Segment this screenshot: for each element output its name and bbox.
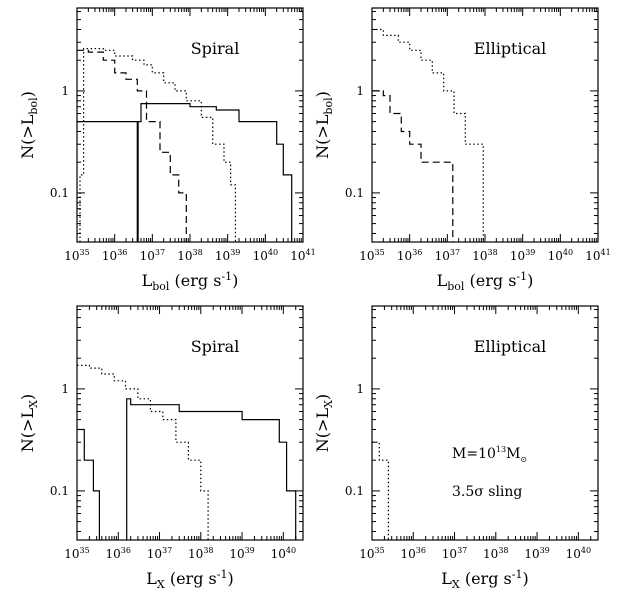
y-tick-label: 0.1 — [345, 186, 364, 200]
mass-annotation: M=1013M⊙ — [452, 445, 527, 464]
panel-label: Spiral — [191, 39, 240, 58]
x-tick-label: 1038 — [188, 546, 213, 561]
panel-label: Elliptical — [474, 337, 546, 356]
x-tick-label: 1035 — [64, 546, 89, 561]
x-axis-label: LX (erg s-1) — [146, 568, 233, 591]
x-tick-label: 1037 — [435, 248, 460, 263]
series-solid-line — [77, 121, 139, 242]
y-tick-label: 0.1 — [345, 484, 364, 498]
series-solid-line — [77, 428, 100, 540]
x-axis-label: LX (erg s-1) — [441, 568, 528, 591]
x-tick-label: 1040 — [253, 248, 278, 263]
series-dashed-line — [77, 49, 187, 242]
x-axis-label: Lbol (erg s-1) — [437, 270, 534, 293]
y-tick-label: 1 — [61, 382, 69, 396]
y-tick-label: 1 — [61, 84, 69, 98]
x-tick-label: 1036 — [401, 546, 426, 561]
x-tick-label: 1037 — [140, 248, 165, 263]
x-tick-label: 1041 — [585, 248, 610, 263]
x-tick-label: 1039 — [229, 546, 254, 561]
x-tick-label: 1036 — [106, 546, 131, 561]
y-axis-label: N(>Lbol) — [313, 91, 335, 159]
series-solid-line — [136, 103, 293, 242]
x-tick-label: 1035 — [359, 248, 384, 263]
x-tick-label: 1036 — [102, 248, 127, 263]
y-axis-label: N(>Lbol) — [18, 91, 40, 159]
series-dotted-line — [77, 364, 209, 540]
x-tick-label: 1038 — [472, 248, 497, 263]
series-dotted-line — [79, 48, 236, 242]
x-tick-label: 1037 — [442, 546, 467, 561]
panel-bottom-left: 1035 1036 1037 1038 1039 1040 0.1 1 LX (erg s-1)… — [18, 305, 304, 591]
x-tick-label: 1038 — [483, 546, 508, 561]
panel-top-left: 1035 1036 1037 1038 1039 1040 1041 0.1 1 Lbol (er… — [18, 7, 316, 293]
x-tick-label: 1041 — [290, 248, 315, 263]
y-axis-label: N(>LX) — [18, 394, 40, 452]
x-axis-label: Lbol (erg s-1) — [142, 270, 239, 293]
x-tick-label: 1038 — [177, 248, 202, 263]
panel-top-right: 1035 1036 1037 1038 1039 1040 1041 0.1 1 Lbol (er… — [313, 7, 611, 293]
x-tick-label: 1039 — [215, 248, 240, 263]
sling-annotation: 3.5σ sling — [452, 484, 522, 500]
panel-bottom-right: 1035 1036 1037 1038 1039 1040 0.1 1 LX (erg s-1)… — [313, 305, 599, 591]
x-tick-label: 1036 — [397, 248, 422, 263]
x-tick-label: 1039 — [510, 248, 535, 263]
y-tick-label: 1 — [356, 84, 364, 98]
series-dotted-line — [372, 28, 484, 242]
series-solid-line — [126, 398, 297, 540]
x-tick-label: 1040 — [271, 546, 296, 561]
y-tick-label: 0.1 — [50, 484, 69, 498]
x-tick-label: 1040 — [548, 248, 573, 263]
x-tick-label: 1040 — [566, 546, 591, 561]
y-axis-label: N(>LX) — [313, 394, 335, 452]
x-tick-label: 1035 — [359, 546, 384, 561]
plot-frame — [371, 305, 599, 541]
plot-frame — [76, 305, 304, 541]
x-tick-label: 1037 — [147, 546, 172, 561]
panel-label: Spiral — [191, 337, 240, 356]
series-dotted-line — [372, 441, 389, 540]
y-tick-label: 1 — [356, 382, 364, 396]
panel-label: Elliptical — [474, 39, 546, 58]
x-tick-label: 1039 — [524, 546, 549, 561]
x-tick-label: 1035 — [64, 248, 89, 263]
series-dashed-line — [372, 90, 454, 242]
y-tick-label: 0.1 — [50, 186, 69, 200]
